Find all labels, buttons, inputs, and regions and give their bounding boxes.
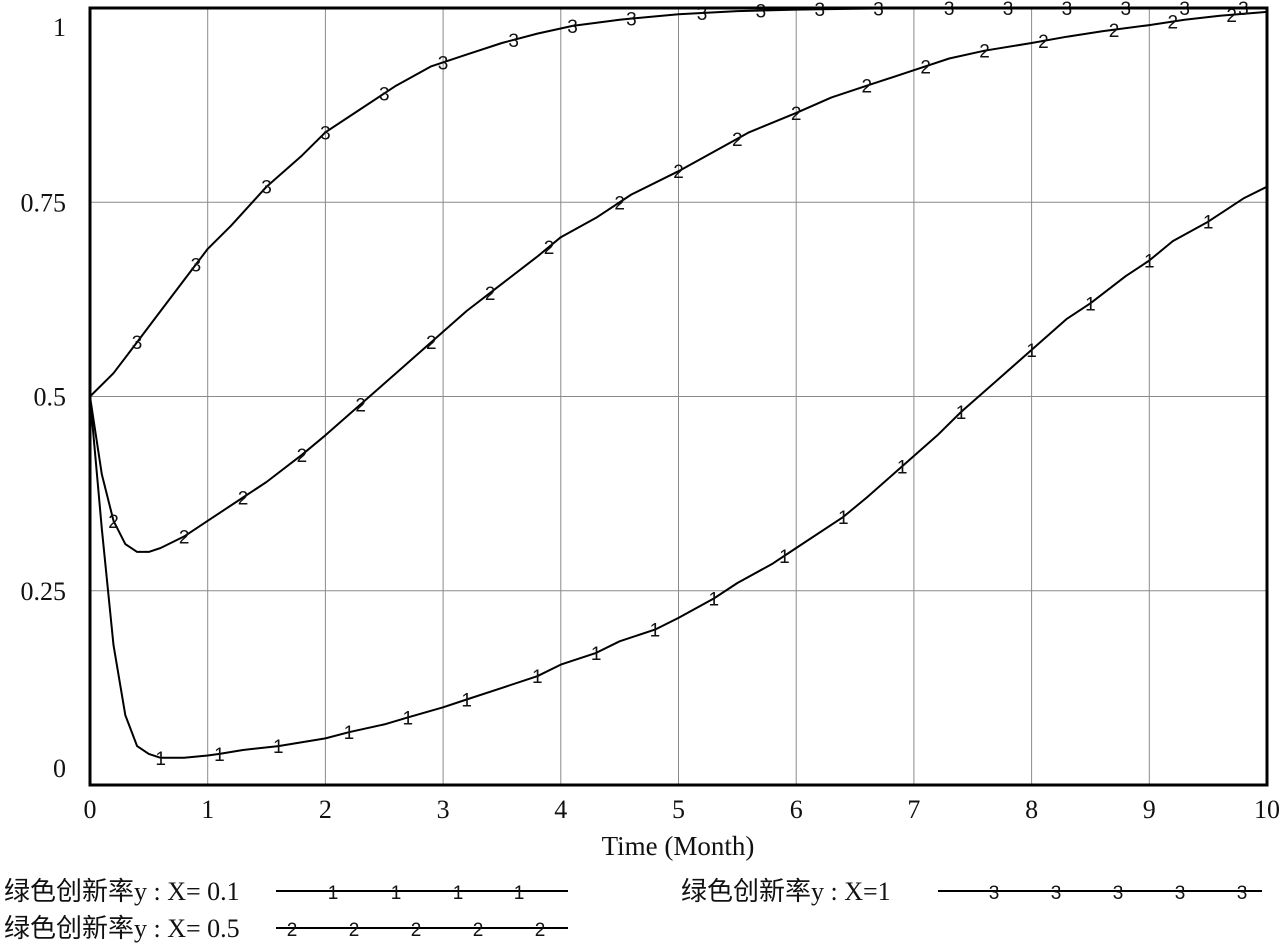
series-3-point-marker: 3 (756, 1, 767, 22)
series-3-point-marker: 3 (320, 123, 331, 144)
series-2-point-marker: 2 (614, 193, 625, 214)
legend-marker-series-1: 1 (453, 883, 464, 904)
series-1-point-marker: 1 (838, 508, 849, 529)
series-line-1 (89, 185, 1268, 759)
legend-marker-series-3: 3 (1175, 883, 1186, 904)
series-1-point-marker: 1 (214, 745, 225, 766)
series-3-point-marker: 3 (379, 84, 390, 105)
series-3-point-marker: 3 (438, 53, 449, 74)
legend-label-series-3: 绿色创新率y : X=1 (681, 877, 891, 906)
series-2-point-marker: 2 (1038, 32, 1049, 53)
x-tick-label: 4 (554, 795, 567, 824)
x-tick-label: 9 (1143, 795, 1156, 824)
series-2-point-marker: 2 (1226, 6, 1237, 27)
series-1-point-marker: 1 (591, 644, 602, 665)
series-3-point-marker: 3 (508, 31, 519, 52)
series-2-point-marker: 2 (862, 77, 873, 98)
legend-marker-series-2: 2 (287, 920, 298, 941)
series-2-point-marker: 2 (297, 446, 308, 467)
legend-marker-series-1: 1 (514, 883, 525, 904)
series-2-point-marker: 2 (355, 395, 366, 416)
series-3-point-marker: 3 (626, 10, 637, 31)
series-2-point-marker: 2 (979, 42, 990, 63)
legend-marker-series-3: 3 (1051, 883, 1062, 904)
series-3-point-marker: 3 (944, 0, 955, 20)
series-3-point-marker: 3 (814, 0, 825, 21)
series-3-point-marker: 3 (567, 17, 578, 38)
series-3-point-marker: 3 (191, 255, 202, 276)
y-tick-label: 0.75 (21, 188, 67, 217)
series-2-point-marker: 2 (791, 104, 802, 125)
x-axis-label: Time (Month) (602, 831, 755, 861)
series-1-point-marker: 1 (897, 457, 908, 478)
y-tick-label: 0.5 (34, 383, 67, 412)
legend-label-series-2: 绿色创新率y : X= 0.5 (4, 914, 240, 943)
series-1-point-marker: 1 (1144, 252, 1155, 273)
legend-marker-series-3: 3 (989, 883, 1000, 904)
series-2-point-marker: 2 (1168, 12, 1179, 33)
series-1-point-marker: 1 (779, 547, 790, 568)
series-3-point-marker: 3 (873, 0, 884, 20)
x-tick-label: 10 (1254, 795, 1280, 824)
series-3-point-marker: 3 (1003, 0, 1014, 20)
y-tick-label: 1 (53, 13, 66, 42)
legend-marker-series-1: 1 (391, 883, 402, 904)
y-tick-label: 0.25 (21, 577, 67, 606)
series-1-point-marker: 1 (344, 723, 355, 744)
legend-marker-series-2: 2 (411, 920, 422, 941)
x-tick-label: 3 (437, 795, 450, 824)
series-2-point-marker: 2 (673, 162, 684, 183)
x-tick-label: 5 (672, 795, 685, 824)
series-1-point-marker: 1 (650, 621, 661, 642)
series-1-point-marker: 1 (1203, 213, 1214, 234)
series-1-point-marker: 1 (403, 708, 414, 729)
series-2-point-marker: 2 (426, 333, 437, 354)
series-3-point-marker: 3 (261, 178, 272, 199)
x-tick-label: 0 (84, 795, 97, 824)
legend-marker-series-3: 3 (1237, 883, 1248, 904)
legend-marker-series-2: 2 (473, 920, 484, 941)
series-3-point-marker: 3 (697, 4, 708, 25)
series-3-point-marker: 3 (1179, 0, 1190, 20)
series-2-point-marker: 2 (920, 57, 931, 78)
legend-marker-series-2: 2 (535, 920, 546, 941)
series-3-point-marker: 3 (1062, 0, 1073, 20)
legend-marker-series-3: 3 (1113, 883, 1124, 904)
legend: 绿色创新率y : X= 0.1 1 1 1 1 绿色创新率y : X= 0.5 2 2 2 2 2 绿… (4, 877, 1262, 943)
series-1-point-marker: 1 (1085, 294, 1096, 315)
series-2-point-marker: 2 (544, 238, 555, 259)
x-tick-label: 6 (790, 795, 803, 824)
series-2-point-marker: 2 (1109, 21, 1120, 42)
legend-marker-series-2: 2 (349, 920, 360, 941)
series-1-point-marker: 1 (956, 403, 967, 424)
series-2-point-marker: 2 (238, 489, 249, 510)
series-1-point-marker: 1 (532, 667, 543, 688)
x-tick-label: 8 (1025, 795, 1038, 824)
series-1-point-marker: 1 (461, 691, 472, 712)
series-3-point-marker: 3 (1120, 0, 1131, 20)
x-tick-label: 1 (201, 795, 214, 824)
series-line-2 (89, 10, 1268, 553)
series-1-point-marker: 1 (709, 590, 720, 611)
series-2-point-marker: 2 (732, 130, 743, 151)
grid-lines (90, 8, 1267, 785)
legend-label-series-1: 绿色创新率y : X= 0.1 (4, 877, 240, 906)
series-2-point-marker: 2 (108, 512, 119, 533)
x-tick-label: 7 (907, 795, 920, 824)
series-2-point-marker: 2 (485, 284, 496, 305)
series-1-point-marker: 1 (155, 749, 166, 770)
series-1-point-marker: 1 (1026, 341, 1037, 362)
series-1-point-marker: 1 (273, 737, 284, 758)
x-tick-label: 2 (319, 795, 332, 824)
plot-frame (88, 6, 1269, 787)
legend-marker-series-1: 1 (328, 883, 339, 904)
y-axis-ticks: 0 0.25 0.5 0.75 1 (21, 13, 67, 783)
series-2-point-marker: 2 (179, 527, 190, 548)
x-axis-ticks: 0 1 2 3 4 5 6 7 8 9 10 (84, 795, 1281, 824)
series-3-point-marker: 3 (1238, 0, 1249, 20)
series-3-point-marker: 3 (132, 333, 143, 354)
y-tick-label: 0 (53, 754, 66, 783)
